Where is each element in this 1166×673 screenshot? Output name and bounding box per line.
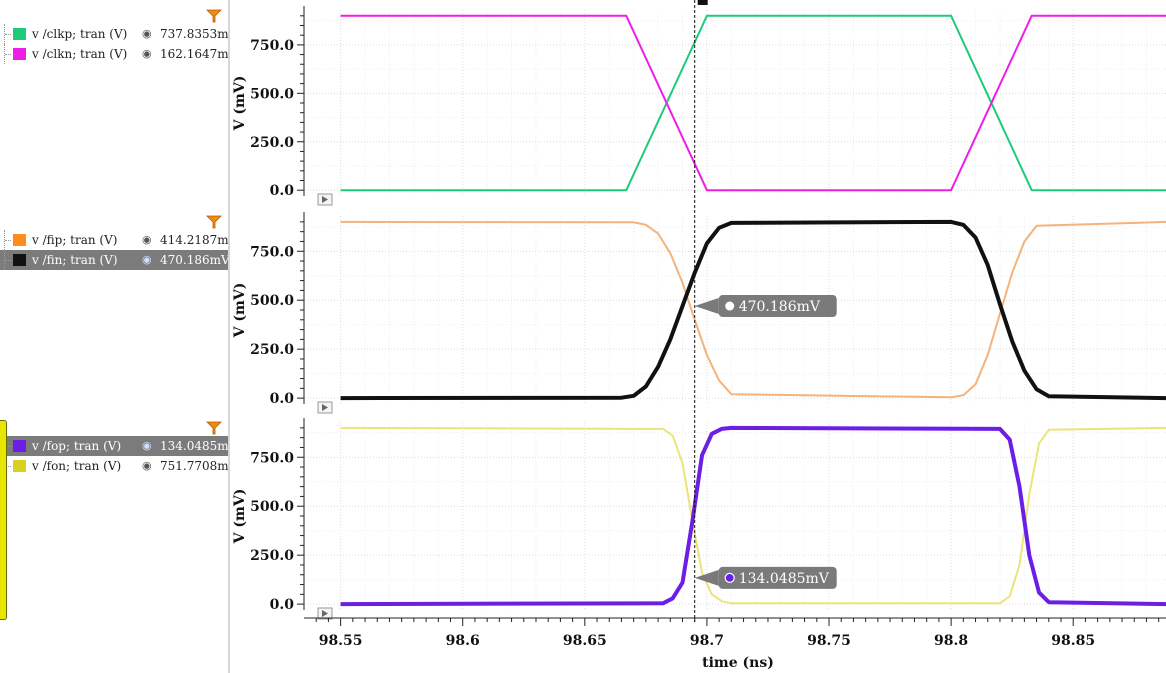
- marker-value: 470.186mV: [739, 299, 821, 315]
- marker-bubble: [718, 566, 837, 589]
- legend-panel: v /clkp; tran (V) ◉ 737.8353m v /clkn; tran…: [0, 0, 228, 673]
- signal-cursor-value: 162.1647m: [160, 47, 228, 61]
- visibility-eye-icon[interactable]: ◉: [142, 459, 152, 472]
- signal-color-swatch: [13, 48, 26, 60]
- cursor-handle[interactable]: [697, 0, 708, 5]
- tree-connector: [4, 44, 13, 64]
- legend-signal-row[interactable]: v /fin; tran (V) ◉ 470.186mV: [0, 250, 228, 270]
- series-line[interactable]: [340, 220, 1166, 399]
- filter-icon[interactable]: [206, 214, 222, 233]
- waveform-strip[interactable]: 0.0 250.0 500.0 750.0 V (mV): [232, 418, 1166, 620]
- group-selection-bracket: [0, 420, 7, 620]
- y-axis-label: V (mV): [232, 76, 248, 132]
- legend-signal-row[interactable]: v /fon; tran (V) ◉ 751.7708m: [0, 456, 228, 476]
- signal-name: v /clkn; tran (V): [32, 47, 128, 61]
- signal-color-swatch: [13, 28, 26, 40]
- signal-color-swatch: [13, 234, 26, 246]
- x-tick-label: 98.8: [934, 633, 968, 649]
- y-tick-label: 0.0: [270, 597, 295, 613]
- panel-splitter[interactable]: [228, 0, 230, 673]
- tree-connector: [4, 250, 13, 270]
- signal-color-swatch: [13, 460, 26, 472]
- marker-pointer: [694, 298, 719, 315]
- grid: [304, 216, 1166, 404]
- x-tick-label: 98.6: [446, 633, 480, 649]
- x-tick-label: 98.55: [319, 633, 363, 649]
- waveform-strip[interactable]: 0.0 250.0 500.0 750.0 V (mV): [232, 212, 1166, 414]
- x-tick-label: 98.65: [563, 633, 607, 649]
- signal-name: v /fop; tran (V): [32, 439, 122, 453]
- marker-bubble: [718, 295, 837, 318]
- tree-connector: [4, 230, 13, 250]
- y-tick-label: 500.0: [250, 499, 294, 515]
- y-axis-label: V (mV): [232, 489, 248, 545]
- y-tick-label: 250.0: [250, 135, 294, 151]
- y-tick-label: 0.0: [270, 183, 295, 199]
- marker-dot: [724, 572, 735, 583]
- signal-color-swatch: [13, 440, 26, 452]
- y-tick-label: 750.0: [250, 450, 294, 466]
- x-tick-label: 98.85: [1051, 633, 1095, 649]
- signal-name: v /fip; tran (V): [32, 233, 118, 247]
- marker-pointer: [694, 569, 719, 586]
- signal-color-swatch: [13, 254, 26, 266]
- cursor-value-marker[interactable]: 470.186mV: [694, 295, 837, 318]
- grid: [304, 10, 1166, 196]
- y-tick-label: 750.0: [250, 38, 294, 54]
- marker-value: 134.0485mV: [739, 571, 830, 587]
- visibility-eye-icon[interactable]: ◉: [142, 27, 152, 40]
- legend-signal-row[interactable]: v /fip; tran (V) ◉ 414.2187m: [0, 230, 228, 250]
- y-tick-label: 500.0: [250, 86, 294, 102]
- signal-cursor-value: 737.8353m: [160, 27, 228, 41]
- visibility-eye-icon[interactable]: ◉: [142, 47, 152, 60]
- filter-icon[interactable]: [206, 8, 222, 27]
- signal-name: v /fin; tran (V): [32, 253, 118, 267]
- grid: [304, 422, 1166, 610]
- y-axis-label: V (mV): [232, 283, 248, 339]
- legend-signal-row[interactable]: v /clkp; tran (V) ◉ 737.8353m: [0, 24, 228, 44]
- vertical-cursor[interactable]: [694, 0, 708, 622]
- waveform-strip[interactable]: 0.0 250.0 500.0 750.0 V (mV): [232, 6, 1166, 206]
- x-axis: 98.55 98.6 98.65 98.7 98.75 98.8 98.85: [304, 617, 1166, 649]
- x-tick-label: 98.7: [690, 633, 724, 649]
- y-tick-label: 250.0: [250, 342, 294, 358]
- y-tick-label: 500.0: [250, 293, 294, 309]
- series-line[interactable]: [340, 14, 1166, 192]
- legend-signal-row[interactable]: v /fop; tran (V) ◉ 134.0485m: [0, 436, 228, 456]
- y-tick-label: 750.0: [250, 244, 294, 260]
- strip-expand-button[interactable]: [317, 401, 333, 414]
- series-line[interactable]: [340, 14, 1166, 192]
- series-line[interactable]: [340, 219, 1166, 401]
- visibility-eye-icon[interactable]: ◉: [142, 233, 152, 246]
- signal-name: v /clkp; tran (V): [32, 27, 128, 41]
- x-axis-label: time (ns): [702, 655, 774, 671]
- strip-expand-button[interactable]: [317, 193, 333, 206]
- tree-connector: [4, 24, 13, 44]
- y-tick-label: 0.0: [270, 391, 295, 407]
- filter-icon[interactable]: [206, 420, 222, 439]
- signal-name: v /fon; tran (V): [32, 459, 122, 473]
- marker-dot: [725, 301, 735, 311]
- signal-cursor-value: 751.7708m: [160, 459, 228, 473]
- signal-cursor-value: 470.186mV: [160, 253, 228, 267]
- strip-expand-button[interactable]: [317, 607, 333, 620]
- x-tick-label: 98.75: [807, 633, 851, 649]
- cursor-value-marker[interactable]: 134.0485mV: [694, 566, 837, 589]
- series-line[interactable]: [340, 426, 1166, 605]
- legend-signal-row[interactable]: v /clkn; tran (V) ◉ 162.1647m: [0, 44, 228, 64]
- signal-cursor-value: 134.0485m: [160, 439, 228, 453]
- signal-cursor-value: 414.2187m: [160, 233, 228, 247]
- visibility-eye-icon[interactable]: ◉: [142, 253, 152, 266]
- visibility-eye-icon[interactable]: ◉: [142, 439, 152, 452]
- series-line[interactable]: [340, 425, 1166, 607]
- y-tick-label: 250.0: [250, 548, 294, 564]
